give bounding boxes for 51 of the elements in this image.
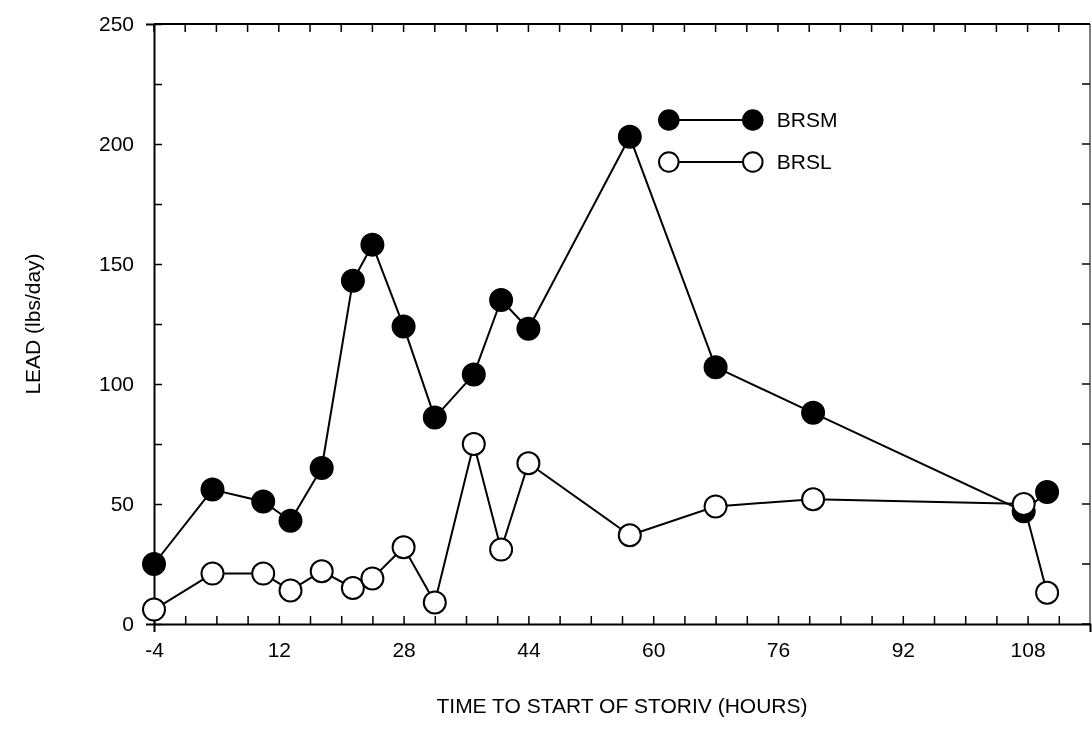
x-tick-label: 12 — [267, 637, 291, 661]
point — [703, 494, 728, 519]
point — [391, 535, 416, 560]
point — [516, 451, 541, 476]
point — [200, 477, 225, 502]
point — [617, 124, 642, 149]
point — [489, 288, 514, 312]
point — [251, 489, 276, 514]
point — [801, 487, 826, 512]
legend-label: BRSL — [776, 150, 832, 173]
point — [360, 232, 385, 257]
point — [142, 552, 166, 576]
point — [422, 590, 447, 615]
point — [309, 559, 334, 584]
point — [801, 400, 826, 425]
point — [340, 576, 365, 600]
point — [703, 355, 728, 380]
point — [142, 597, 166, 622]
point — [251, 561, 276, 586]
y-axis-title: LEAD (lbs/day) — [21, 253, 44, 395]
x-tick-label: -4 — [145, 637, 165, 661]
y-tick-label: 100 — [98, 372, 134, 396]
point — [489, 537, 514, 562]
y-tick-label: 150 — [98, 252, 134, 276]
point — [1035, 580, 1060, 605]
point — [278, 508, 303, 533]
y-tick-label: 250 — [98, 12, 134, 36]
point — [516, 316, 541, 341]
point — [1035, 480, 1060, 504]
point — [617, 523, 642, 548]
x-tick-label: 92 — [891, 637, 915, 661]
point — [422, 405, 447, 430]
point — [309, 456, 334, 480]
point — [278, 578, 303, 603]
x-tick-label: 44 — [517, 637, 541, 661]
y-tick-label: 50 — [110, 492, 134, 516]
point — [200, 561, 225, 586]
x-tick-label: 28 — [392, 637, 416, 661]
point — [461, 432, 486, 456]
x-tick-label: 60 — [642, 637, 666, 661]
point — [340, 268, 365, 293]
legend-label: BRSM — [776, 108, 838, 131]
y-tick-label: 200 — [98, 132, 134, 156]
point — [360, 566, 385, 591]
x-tick-label: 108 — [1010, 637, 1046, 661]
x-axis-title: TIME TO START OF STORIV (HOURS) — [436, 694, 808, 717]
x-tick-label: 76 — [766, 637, 791, 661]
point — [391, 314, 416, 339]
y-tick-label: 0 — [122, 612, 134, 636]
point — [461, 362, 486, 387]
point — [1011, 492, 1036, 516]
